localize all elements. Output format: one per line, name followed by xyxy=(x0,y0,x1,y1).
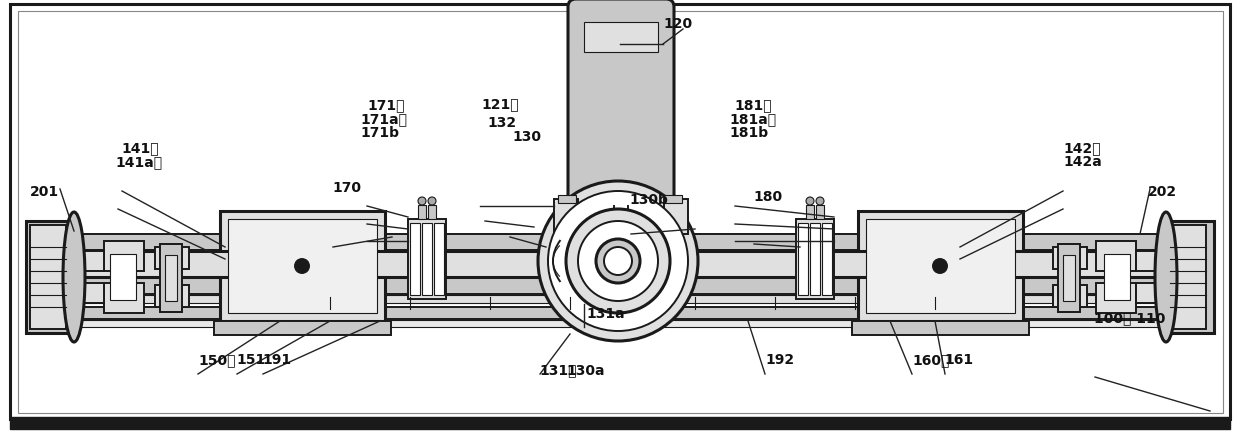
Text: 180: 180 xyxy=(754,189,782,203)
Text: 131、: 131、 xyxy=(539,363,577,377)
Bar xyxy=(215,321,391,335)
Text: 201: 201 xyxy=(30,185,58,199)
Text: 181a、: 181a、 xyxy=(729,112,776,126)
Circle shape xyxy=(604,247,632,275)
Text: 151: 151 xyxy=(237,352,267,366)
Bar xyxy=(418,206,427,220)
Bar xyxy=(50,320,1190,327)
Text: 141、: 141、 xyxy=(122,141,159,155)
Bar xyxy=(858,211,1023,321)
Text: 121、: 121、 xyxy=(481,97,518,111)
Text: 181b: 181b xyxy=(729,125,769,139)
Bar xyxy=(866,220,1016,313)
Bar xyxy=(611,237,631,267)
Text: 132: 132 xyxy=(487,115,516,129)
Text: 202: 202 xyxy=(1148,185,1177,199)
Bar xyxy=(606,210,636,240)
Text: 171b: 171b xyxy=(361,125,399,139)
Circle shape xyxy=(548,191,688,331)
Text: 142a: 142a xyxy=(1064,155,1102,168)
Bar xyxy=(663,196,682,204)
Bar xyxy=(104,241,144,271)
Bar xyxy=(796,220,835,299)
Text: 161: 161 xyxy=(945,352,973,366)
Bar xyxy=(74,251,104,271)
Bar xyxy=(1104,254,1130,300)
Bar xyxy=(74,283,104,303)
Bar xyxy=(50,234,1190,250)
Bar xyxy=(50,278,1190,294)
Bar xyxy=(160,244,182,312)
FancyBboxPatch shape xyxy=(568,0,675,217)
Bar xyxy=(10,417,1230,429)
Circle shape xyxy=(418,197,427,206)
Bar xyxy=(1136,283,1166,303)
Ellipse shape xyxy=(1154,213,1177,342)
Text: 191: 191 xyxy=(263,352,291,366)
Bar xyxy=(428,206,436,220)
Bar xyxy=(155,285,188,307)
Bar xyxy=(810,224,820,295)
Bar xyxy=(1058,244,1080,312)
Bar xyxy=(558,196,577,204)
Circle shape xyxy=(578,221,658,301)
Text: 130: 130 xyxy=(512,130,541,144)
Circle shape xyxy=(295,260,309,273)
Bar xyxy=(663,200,688,234)
Bar xyxy=(1096,241,1136,271)
Bar xyxy=(165,256,177,301)
Bar xyxy=(26,221,74,333)
Bar xyxy=(816,206,825,220)
Bar xyxy=(852,321,1029,335)
Text: 192: 192 xyxy=(765,352,794,366)
Bar xyxy=(1136,251,1166,271)
Bar xyxy=(584,23,658,53)
Bar xyxy=(1166,221,1214,333)
Bar xyxy=(50,307,1190,319)
Text: 170: 170 xyxy=(332,181,361,194)
Text: 131a: 131a xyxy=(587,306,625,320)
Bar xyxy=(110,254,136,300)
Bar xyxy=(50,251,1190,277)
Bar xyxy=(228,220,377,313)
Text: 171、: 171、 xyxy=(367,98,404,112)
Bar xyxy=(50,295,1190,303)
Bar xyxy=(410,224,420,295)
Text: 142、: 142、 xyxy=(1064,141,1101,155)
Text: 160、: 160、 xyxy=(913,352,950,366)
Text: 100、 110: 100、 110 xyxy=(1094,311,1166,325)
Text: 141a、: 141a、 xyxy=(115,155,162,168)
Text: 130a: 130a xyxy=(567,363,605,377)
Bar xyxy=(1053,247,1087,270)
Bar xyxy=(806,206,813,220)
Text: 150、: 150、 xyxy=(198,352,236,366)
Bar xyxy=(408,220,446,299)
Bar xyxy=(219,211,384,321)
Circle shape xyxy=(806,197,813,206)
Circle shape xyxy=(538,181,698,341)
Bar xyxy=(822,224,832,295)
Bar xyxy=(155,247,188,270)
Bar xyxy=(1171,226,1207,329)
Ellipse shape xyxy=(63,213,86,342)
Bar xyxy=(1096,283,1136,313)
Bar xyxy=(422,224,432,295)
Text: 171a、: 171a、 xyxy=(361,112,408,126)
Text: 120: 120 xyxy=(663,17,692,31)
Circle shape xyxy=(565,210,670,313)
Bar xyxy=(104,283,144,313)
Bar xyxy=(1053,285,1087,307)
Text: 130b: 130b xyxy=(630,193,668,207)
Text: 181、: 181、 xyxy=(734,98,771,112)
Circle shape xyxy=(816,197,825,206)
Bar xyxy=(1063,256,1075,301)
Circle shape xyxy=(428,197,436,206)
Circle shape xyxy=(932,260,947,273)
Bar xyxy=(554,200,578,234)
Bar xyxy=(434,224,444,295)
Circle shape xyxy=(596,240,640,283)
Bar xyxy=(799,224,808,295)
Bar xyxy=(30,226,66,329)
